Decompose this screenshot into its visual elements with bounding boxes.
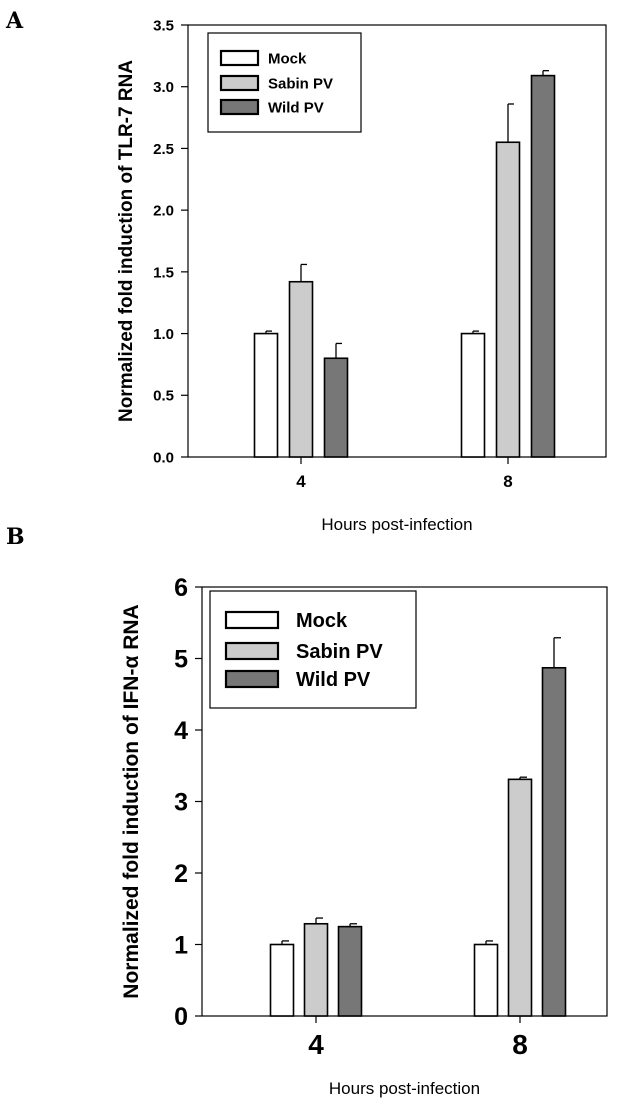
chart-a-y-tick-label: 1.5 (153, 264, 174, 281)
chart-b-y-tick-label: 5 (174, 646, 188, 674)
chart-b-legend-swatch (224, 641, 280, 661)
chart-a-bar-sabin-pv (288, 280, 314, 458)
chart-a-legend-label: Mock (268, 50, 307, 67)
chart-a-bar-mock (460, 332, 486, 458)
chart-a-y-axis-label: Normalized fold induction of TLR-7 RNA (116, 60, 137, 422)
chart-b-x-tick-label: 8 (512, 1029, 528, 1060)
chart-a-y-tick-label: 2.0 (153, 203, 174, 220)
chart-b-y-axis-label: Normalized fold induction of IFN-α RNA (120, 604, 143, 998)
chart-a-legend-swatch (219, 98, 260, 116)
chart-a-legend-label: Wild PV (268, 99, 324, 116)
chart-a-y-tick-label: 3.0 (153, 79, 174, 96)
panel-letter-b: B (6, 524, 25, 550)
chart-b-bar-wild-pv (541, 666, 567, 1017)
chart-a-bar-wild-pv (530, 74, 556, 458)
chart-b-y-tick-label: 2 (174, 860, 188, 888)
chart-b-bar-mock (473, 943, 499, 1017)
chart-b-y-tick-label: 1 (174, 932, 188, 960)
chart-b-legend-label: Mock (296, 610, 348, 632)
chart-b-bar-wild-pv (337, 925, 363, 1017)
chart-b-bar-sabin-pv (507, 778, 533, 1017)
chart-b-legend-label: Wild PV (296, 669, 371, 691)
chart-a-y-tick-label: 0.0 (153, 449, 174, 466)
chart-b-bar-mock (269, 943, 295, 1017)
chart-a-bar-sabin-pv (495, 141, 521, 458)
chart-a-x-axis-label: Hours post-infection (321, 515, 472, 534)
chart-b-legend-label: Sabin PV (296, 641, 383, 663)
chart-a-y-tick-label: 2.5 (153, 141, 174, 158)
chart-a-bar-mock (253, 332, 279, 458)
chart-b-y-tick-label: 3 (174, 789, 188, 817)
chart-b-y-tick-label: 6 (174, 574, 188, 602)
chart-a-legend-swatch (219, 49, 260, 67)
chart-a-bar-wild-pv (323, 357, 349, 458)
chart-a-y-tick-label: 1.0 (153, 326, 174, 343)
chart-a-x-tick-label: 8 (503, 472, 512, 491)
chart-a-legend-swatch (219, 74, 260, 92)
chart-a-frame (187, 24, 607, 458)
chart-b-legend-swatch (224, 669, 280, 689)
chart-b-bar-sabin-pv (303, 922, 329, 1017)
chart-a-y-tick-label: 0.5 (153, 388, 174, 405)
chart-a-y-tick-label: 3.5 (153, 17, 174, 34)
chart-a-legend-label: Sabin PV (268, 75, 333, 92)
chart-b-y-tick-label: 4 (174, 717, 188, 745)
panel-letter-a: A (6, 8, 24, 34)
chart-b-x-tick-label: 4 (308, 1029, 324, 1060)
chart-b-y-tick-label: 0 (174, 1003, 188, 1031)
chart-b-legend-swatch (224, 610, 280, 630)
chart-a-x-tick-label: 4 (296, 472, 306, 491)
chart-b-x-axis-label: Hours post-infection (329, 1079, 480, 1098)
